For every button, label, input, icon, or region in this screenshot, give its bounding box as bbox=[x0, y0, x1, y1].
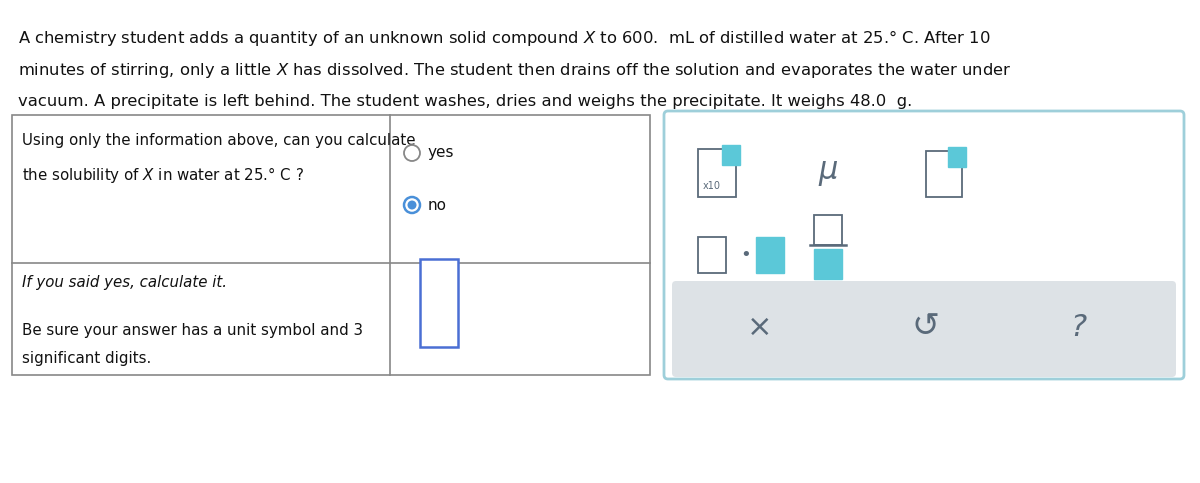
Bar bbox=[722, 145, 740, 165]
Bar bbox=[698, 237, 726, 273]
Text: vacuum. A precipitate is left behind. The student washes, dries and weighs the p: vacuum. A precipitate is left behind. Th… bbox=[18, 94, 912, 109]
Text: significant digits.: significant digits. bbox=[22, 351, 151, 366]
Bar bbox=[926, 151, 962, 197]
Text: Using only the information above, can you calculate: Using only the information above, can yo… bbox=[22, 133, 415, 148]
Text: $\mu$: $\mu$ bbox=[817, 158, 839, 187]
Bar bbox=[948, 147, 966, 167]
Text: ?: ? bbox=[1070, 313, 1086, 341]
Text: ↺: ↺ bbox=[912, 311, 940, 343]
Circle shape bbox=[404, 197, 420, 213]
Circle shape bbox=[404, 145, 420, 161]
Text: If you said yes, calculate it.: If you said yes, calculate it. bbox=[22, 275, 227, 290]
Text: A chemistry student adds a quantity of an unknown solid compound $X$ to 600.  mL: A chemistry student adds a quantity of a… bbox=[18, 28, 991, 48]
Bar bbox=[756, 237, 784, 273]
Bar bbox=[420, 259, 458, 347]
FancyBboxPatch shape bbox=[664, 111, 1184, 379]
Bar bbox=[698, 149, 736, 197]
Text: Be sure your answer has a unit symbol and 3: Be sure your answer has a unit symbol an… bbox=[22, 323, 364, 338]
Text: x10: x10 bbox=[703, 181, 721, 191]
Bar bbox=[814, 215, 842, 245]
Text: •: • bbox=[740, 246, 751, 264]
Text: minutes of stirring, only a little $X$ has dissolved. The student then drains of: minutes of stirring, only a little $X$ h… bbox=[18, 61, 1012, 80]
FancyBboxPatch shape bbox=[672, 281, 1176, 377]
Text: the solubility of $X$ in water at 25.° C ?: the solubility of $X$ in water at 25.° C… bbox=[22, 165, 304, 185]
Bar bbox=[12, 115, 650, 375]
Circle shape bbox=[408, 200, 416, 210]
Text: no: no bbox=[428, 198, 446, 213]
Bar bbox=[814, 249, 842, 279]
Text: yes: yes bbox=[428, 145, 455, 160]
Text: $\times$: $\times$ bbox=[746, 313, 769, 341]
